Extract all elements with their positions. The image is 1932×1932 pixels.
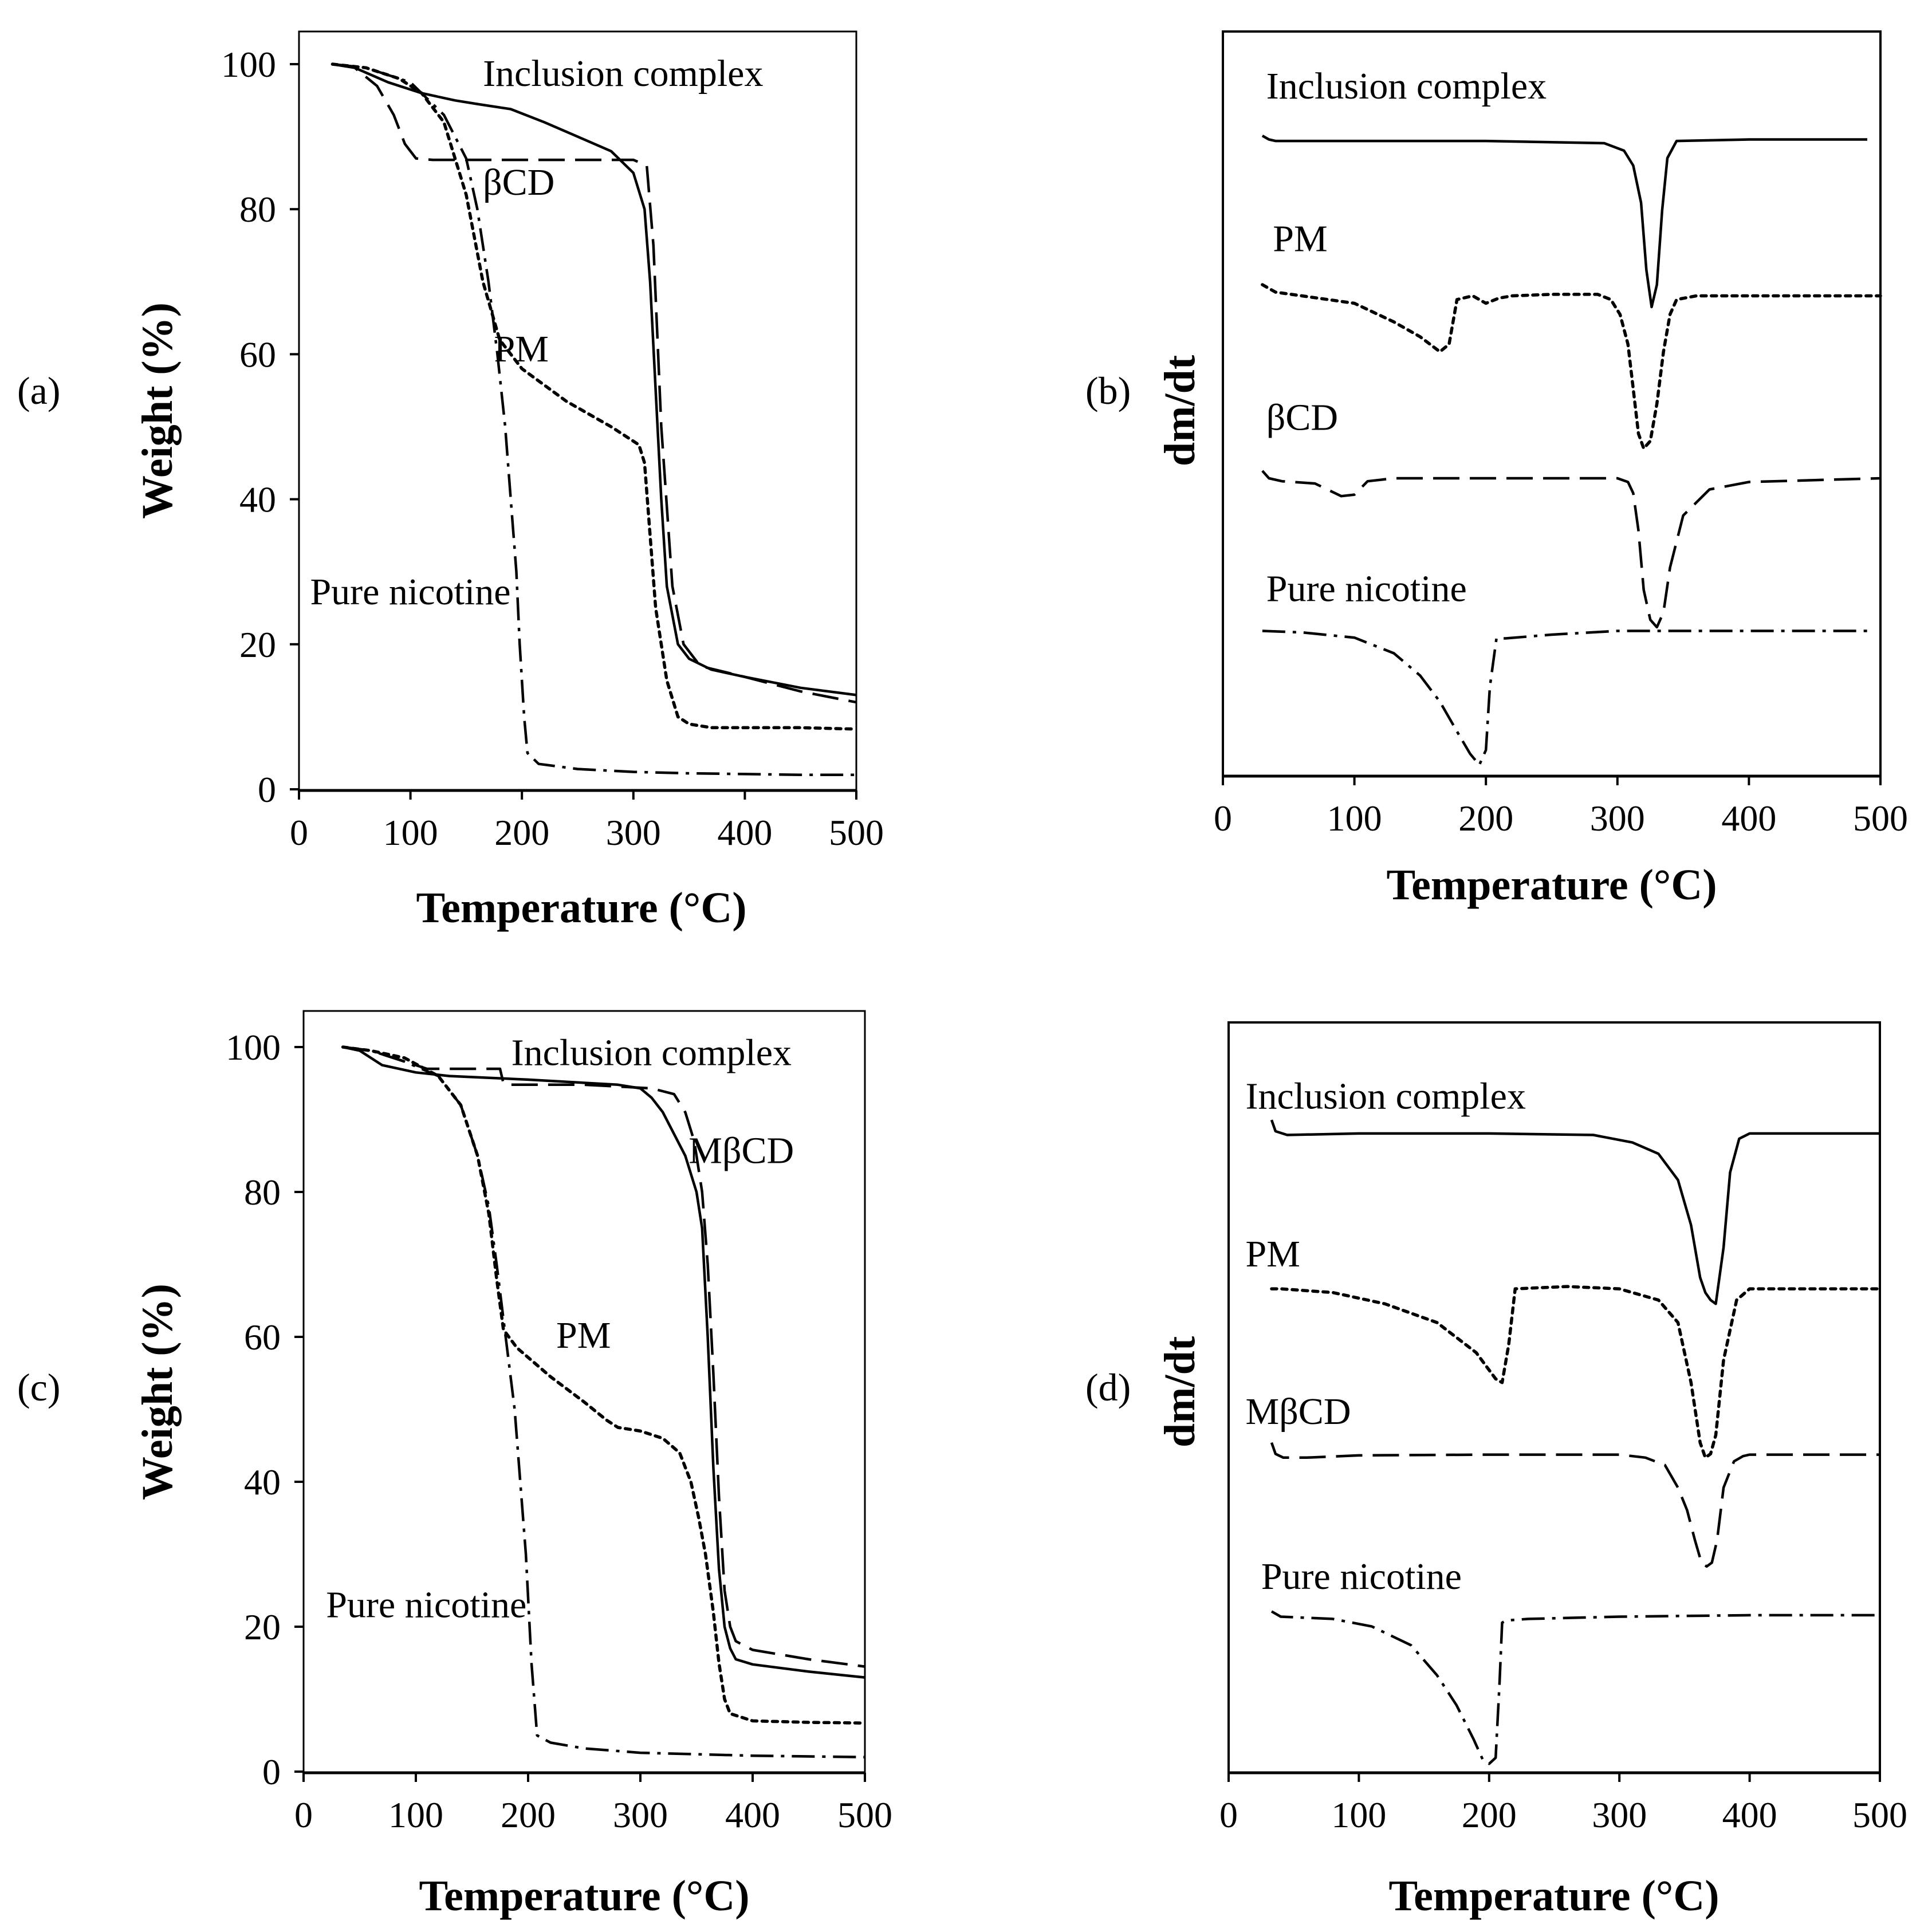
x-tick-label: 0 — [290, 812, 308, 853]
y-tick-label: 100 — [221, 44, 276, 85]
series-label: PM — [556, 1315, 611, 1356]
x-tick-label: 300 — [613, 1795, 668, 1835]
x-tick-label: 0 — [294, 1795, 313, 1835]
x-tick-label: 500 — [1853, 798, 1908, 839]
panel-label: (b) — [1085, 369, 1131, 412]
y-tick-label: 20 — [244, 1607, 281, 1647]
x-tick-label: 200 — [1458, 798, 1513, 839]
series-line-m-cd — [343, 1045, 865, 1668]
x-tick-label: 0 — [1219, 1795, 1238, 1835]
series-line--cd — [1261, 470, 1881, 629]
y-tick-label: 20 — [239, 624, 276, 665]
chart-panel-a: 0 100 200 300 400 500 0 20 40 60 80 100 Temperature … — [17, 30, 884, 932]
y-tick-label: 60 — [244, 1317, 281, 1357]
series-label: PM — [1273, 218, 1327, 260]
series-line-pure-nicotine — [1262, 629, 1867, 766]
x-tick-label: 400 — [1721, 798, 1776, 839]
plot-frame — [298, 30, 857, 792]
x-tick-label: 200 — [494, 812, 549, 853]
y-axis-title: dm/dt — [1156, 355, 1204, 466]
x-axis-title: Temperature (°C) — [1388, 1872, 1719, 1920]
x-tick-label: 400 — [1722, 1795, 1777, 1835]
y-tick-label: 100 — [226, 1027, 281, 1068]
series-label: PM — [494, 328, 549, 370]
x-tick-label: 500 — [837, 1795, 892, 1835]
x-tick-label: 100 — [388, 1795, 443, 1835]
series-label: MβCD — [688, 1130, 794, 1171]
series-line-pm — [1261, 283, 1882, 450]
x-tick-label: 400 — [725, 1795, 780, 1835]
panel-label: (a) — [17, 369, 60, 412]
x-axis-title: Temperature (°C) — [416, 884, 746, 932]
chart-panel-d: 0 100 200 300 400 500 Temperature (°C) dm/dt (d)… — [1085, 1021, 1907, 1920]
y-tick-label: 80 — [239, 189, 276, 230]
y-tick-label: 0 — [258, 769, 276, 810]
x-tick-label: 100 — [1331, 1795, 1386, 1835]
series-line-pure-nicotine — [332, 62, 856, 776]
x-tick-label: 200 — [501, 1795, 556, 1835]
series-label: Inclusion complex — [1266, 65, 1547, 107]
x-tick-label: 100 — [1327, 798, 1382, 839]
series-line-inclusion-complex — [1261, 135, 1867, 309]
plot-frame — [302, 1010, 866, 1774]
series-label: Pure nicotine — [1261, 1556, 1462, 1597]
y-tick-label: 0 — [262, 1752, 281, 1792]
series-label: Pure nicotine — [326, 1584, 526, 1626]
series-line-pure-nicotine — [343, 1045, 865, 1758]
series-label: Inclusion complex — [1246, 1076, 1526, 1118]
x-tick-label: 300 — [606, 812, 661, 853]
y-tick-label: 80 — [244, 1172, 281, 1213]
series-line-inclusion-complex — [1270, 1119, 1880, 1305]
x-tick-label: 500 — [829, 812, 884, 853]
x-axis-title: Temperature (°C) — [419, 1872, 749, 1920]
x-tick-label: 0 — [1214, 798, 1232, 839]
x-axis-title: Temperature (°C) — [1386, 861, 1717, 909]
series-line-m-cd — [1270, 1442, 1880, 1568]
x-tick-label: 200 — [1462, 1795, 1517, 1835]
y-axis-title: dm/dt — [1156, 1336, 1204, 1447]
x-tick-label: 300 — [1590, 798, 1645, 839]
y-axis-title: Weight (%) — [133, 302, 182, 519]
chart-panel-b: 0 100 200 300 400 500 Temperature (°C) dm/dt (b)… — [1085, 30, 1908, 909]
series-label: βCD — [483, 162, 554, 203]
series-label: PM — [1246, 1233, 1300, 1275]
series-line-inclusion-complex — [332, 62, 857, 697]
chart-panel-c: 0 100 200 300 400 500 0 20 40 60 80 100 Temperature … — [17, 1010, 892, 1920]
series-label: MβCD — [1246, 1391, 1351, 1433]
series-line-pure-nicotine — [1270, 1610, 1880, 1765]
series-label: Inclusion complex — [483, 53, 763, 95]
y-tick-label: 60 — [239, 334, 276, 375]
series-label: βCD — [1266, 397, 1338, 439]
panel-label: (d) — [1085, 1366, 1131, 1409]
x-tick-label: 500 — [1852, 1795, 1907, 1835]
series-label: Inclusion complex — [511, 1032, 792, 1074]
x-tick-label: 300 — [1592, 1795, 1647, 1835]
y-axis-title: Weight (%) — [133, 1284, 182, 1500]
x-tick-label: 100 — [383, 812, 438, 853]
series-line-pm — [1270, 1285, 1882, 1459]
series-line-pm — [330, 62, 858, 731]
y-tick-label: 40 — [244, 1462, 281, 1502]
series-label: Pure nicotine — [310, 571, 510, 613]
panel-label: (c) — [17, 1366, 60, 1409]
series-line--cd — [332, 62, 857, 704]
y-tick-label: 40 — [239, 479, 276, 520]
x-tick-label: 400 — [717, 812, 772, 853]
series-label: Pure nicotine — [1266, 568, 1467, 610]
